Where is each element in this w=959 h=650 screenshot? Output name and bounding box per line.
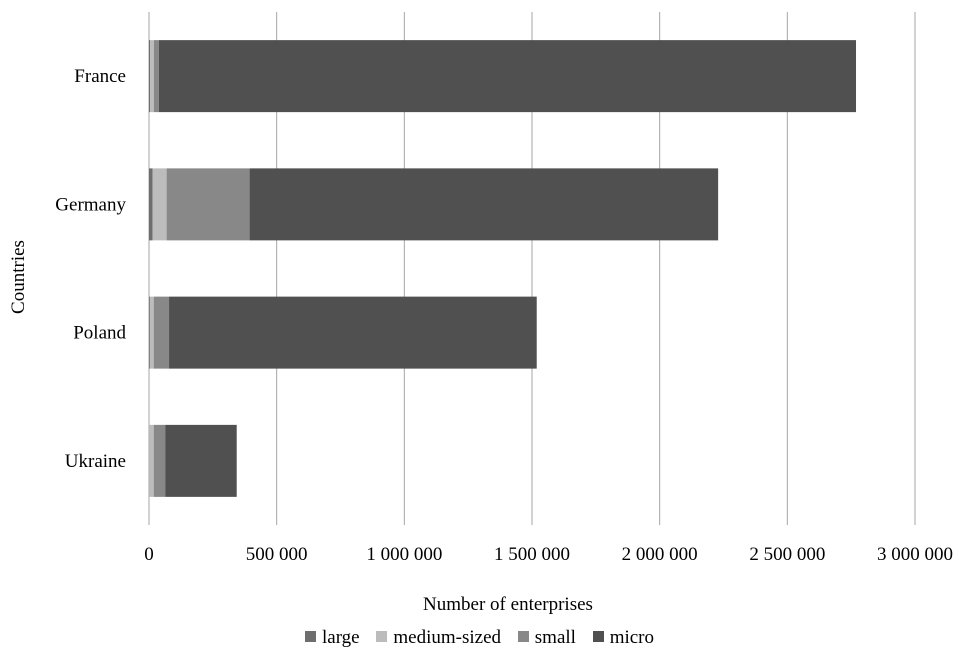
bar-germany-large — [149, 168, 153, 241]
bar-france-micro — [158, 40, 857, 113]
legend-swatch-micro — [592, 631, 604, 642]
legend-item-micro: micro — [592, 626, 655, 650]
x-tick-labels: 0 500 000 1 000 000 1 500 000 2 000 000 2 500… — [144, 544, 953, 565]
bar-france-small — [153, 40, 159, 113]
chart: France Germany Poland Ukraine 0 500 000 1 000… — [8, 12, 953, 615]
y-tick-label: France — [74, 66, 126, 87]
x-tick-label: 0 — [144, 544, 154, 565]
bars — [149, 40, 857, 497]
bar-germany-medium-sized — [152, 168, 167, 241]
y-tick-label: Germany — [55, 194, 126, 215]
x-tick-label: 1 500 000 — [494, 544, 570, 565]
x-tick-label: 1 000 000 — [366, 544, 442, 565]
legend-swatch-large — [304, 631, 316, 642]
bar-france-medium-sized — [150, 40, 154, 113]
legend-label-micro: micro — [609, 627, 655, 648]
legend-item-medium-sized: medium-sized — [376, 626, 501, 650]
bar-ukraine-micro — [165, 424, 237, 497]
x-tick-label: 3 000 000 — [877, 544, 953, 565]
legend-label-medium-sized: medium-sized — [393, 627, 502, 648]
bar-poland-medium-sized — [149, 296, 154, 369]
bar-ukraine-medium-sized — [149, 424, 154, 497]
x-axis-title: Number of enterprises — [423, 594, 593, 615]
y-tick-labels: France Germany Poland Ukraine — [55, 66, 126, 472]
legend-item-large: large — [304, 626, 360, 650]
x-tick-label: 2 500 000 — [749, 544, 825, 565]
legend-label-small: small — [534, 627, 576, 648]
x-tick-label: 500 000 — [246, 544, 308, 565]
bar-poland-micro — [169, 296, 537, 369]
legend-item-small: small — [517, 626, 576, 650]
y-tick-label: Ukraine — [65, 451, 126, 472]
x-tick-label: 2 000 000 — [622, 544, 698, 565]
legend-label-large: large — [321, 627, 360, 648]
y-axis-title: Countries — [8, 240, 29, 314]
legend-swatch-medium-sized — [376, 631, 388, 642]
bar-germany-small — [166, 168, 250, 241]
bar-germany-micro — [249, 168, 719, 241]
bar-poland-small — [153, 296, 170, 369]
bar-france-large — [149, 40, 151, 113]
bar-ukraine-small — [153, 424, 166, 497]
legend-swatch-small — [517, 631, 529, 642]
legend: large medium-sized small micro — [0, 626, 959, 650]
bar-poland-large — [149, 296, 150, 369]
y-tick-label: Poland — [73, 323, 126, 344]
